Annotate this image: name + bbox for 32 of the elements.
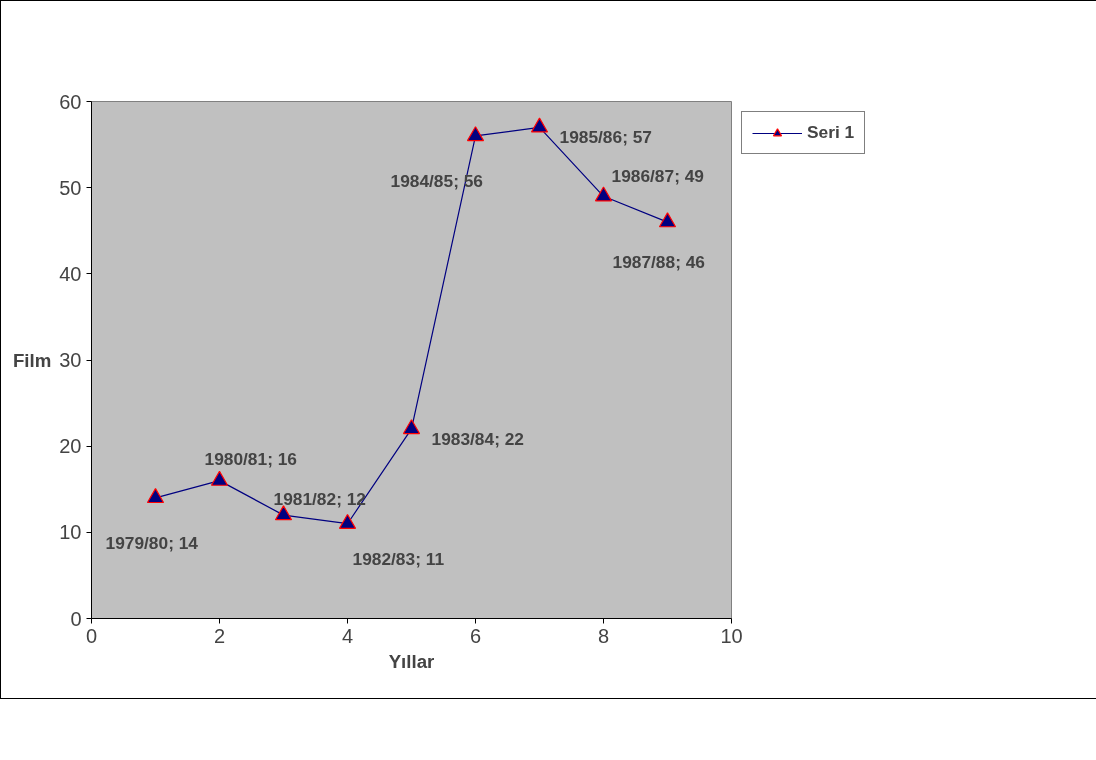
y-tick-label: 20 (59, 435, 82, 458)
data-label: 1979/80; 14 (105, 532, 199, 553)
y-tick-label: 40 (59, 262, 82, 285)
x-tick-label: 4 (341, 624, 354, 647)
data-label: 1987/88; 46 (612, 252, 706, 273)
point (402, 419, 421, 435)
data-label: 1981/82; 12 (273, 489, 366, 510)
data-label: 1986/87; 49 (611, 166, 704, 187)
data-label: 1980/81; 16 (204, 448, 298, 469)
data-label: 1985/86; 57 (559, 127, 652, 148)
point (210, 470, 229, 486)
data-label: 1983/84; 22 (431, 428, 524, 449)
point (658, 212, 677, 228)
x-tick-label: 2 (213, 624, 226, 647)
point (466, 126, 485, 142)
point (530, 117, 549, 133)
x-axis-title: Yıllar (388, 650, 435, 672)
y-tick-label: 30 (59, 349, 82, 371)
x-tick-label: 6 (469, 624, 482, 647)
x-tick-label: 8 (597, 624, 610, 647)
point (338, 513, 357, 529)
point (146, 488, 165, 504)
point (594, 186, 613, 202)
data-label: 1982/83; 11 (352, 548, 445, 569)
y-tick-label: 0 (70, 607, 82, 630)
x-tick-label: 10 (720, 624, 743, 647)
y-tick-label: 60 (59, 90, 82, 113)
x-tick-label: 0 (85, 624, 98, 647)
y-tick-label: 10 (59, 521, 82, 544)
y-tick-label: 50 (59, 176, 82, 199)
y-axis-title: Film (12, 349, 52, 371)
legend-label: Seri 1 (807, 122, 855, 143)
